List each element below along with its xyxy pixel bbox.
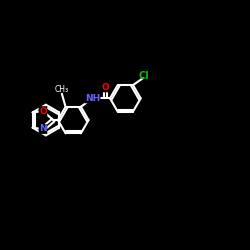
Text: Cl: Cl [139, 71, 149, 81]
Text: NH: NH [85, 94, 100, 103]
Text: O: O [102, 83, 109, 92]
Text: CH₃: CH₃ [55, 85, 69, 94]
Text: N: N [39, 124, 47, 134]
Text: O: O [39, 107, 47, 116]
